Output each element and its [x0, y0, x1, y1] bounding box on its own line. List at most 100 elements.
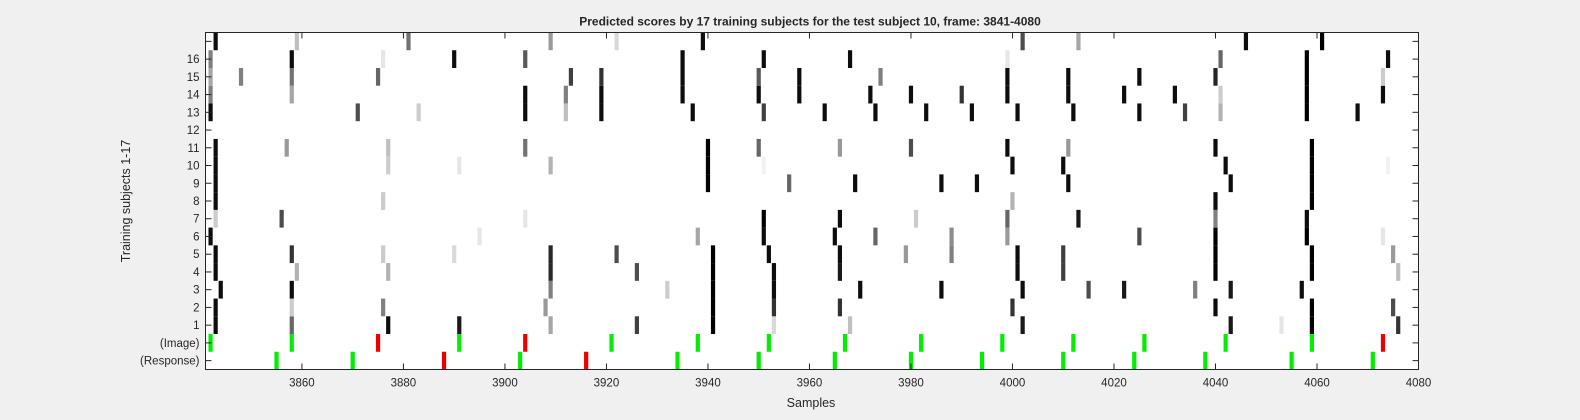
score-cell-subject-15 — [1005, 67, 1010, 86]
y-tick-label: (Response) — [140, 356, 200, 368]
score-cell-subject-15 — [599, 67, 604, 86]
score-cell-subject-13 — [761, 103, 766, 122]
response-marker-nontarget — [584, 351, 589, 370]
score-cell-subject-11 — [837, 138, 843, 157]
score-cell-subject-14 — [1066, 85, 1071, 104]
score-cell-subject-5 — [614, 245, 619, 264]
score-cell-subject-10 — [457, 156, 462, 175]
score-cell-subject-15 — [1137, 67, 1142, 86]
score-cell-subject-13 — [924, 103, 929, 122]
response-marker-target — [675, 351, 680, 370]
score-cell-subject-17 — [294, 32, 299, 51]
score-cell-subject-1 — [548, 316, 553, 335]
score-cell-subject-16 — [1005, 50, 1010, 68]
score-cell-subject-5 — [1309, 245, 1315, 264]
response-marker-nontarget — [441, 351, 447, 370]
y-tick-label: 2 — [193, 302, 199, 314]
score-cell-subject-16 — [523, 50, 528, 68]
score-cell-subject-15 — [1304, 67, 1309, 86]
score-cell-subject-8 — [1309, 192, 1315, 210]
score-cell-subject-1 — [1309, 316, 1315, 335]
y-tick-label: 5 — [193, 249, 199, 261]
score-cell-subject-5 — [1061, 245, 1066, 264]
score-cell-subject-16 — [381, 50, 386, 68]
score-cell-subject-11 — [756, 138, 761, 157]
score-cell-subject-13 — [599, 103, 604, 122]
score-cell-subject-5 — [903, 245, 908, 264]
image-marker-target — [609, 334, 614, 352]
score-cell-subject-9 — [853, 174, 858, 193]
score-cell-subject-1 — [1020, 316, 1025, 335]
score-cell-subject-13 — [1355, 103, 1360, 122]
score-cell-subject-3 — [1122, 280, 1127, 299]
score-cell-subject-17 — [1243, 32, 1249, 51]
score-cell-subject-15 — [1066, 67, 1071, 86]
y-tick-label: 14 — [187, 90, 200, 102]
score-cell-subject-9 — [787, 174, 792, 193]
response-marker-target — [832, 351, 837, 370]
score-cell-subject-1 — [289, 316, 294, 335]
score-cell-subject-17 — [700, 32, 705, 51]
response-marker-target — [518, 351, 523, 370]
score-cell-subject-17 — [1319, 32, 1325, 51]
score-cells — [208, 32, 1401, 335]
response-marker-target — [350, 351, 355, 370]
x-tick-label: 3920 — [594, 378, 620, 390]
score-cell-subject-4 — [1213, 263, 1218, 281]
score-cell-subject-11 — [1005, 138, 1010, 157]
score-cell-subject-13 — [690, 103, 695, 122]
score-cell-subject-3 — [289, 280, 294, 299]
score-cell-subject-2 — [213, 298, 218, 317]
y-tick-label: 1 — [193, 320, 199, 332]
image-marker-nontarget — [523, 334, 528, 352]
score-cell-subject-9 — [1309, 174, 1315, 193]
y-tick-label: 8 — [193, 196, 199, 208]
score-cell-subject-5 — [1213, 245, 1218, 264]
score-cell-subject-4 — [548, 263, 553, 281]
score-cell-subject-1 — [710, 316, 716, 335]
score-cell-subject-2 — [289, 298, 294, 317]
score-cell-subject-16 — [761, 50, 766, 68]
score-cell-subject-5 — [381, 245, 386, 264]
y-tick-label: 3 — [193, 285, 199, 297]
score-cell-subject-10 — [1385, 156, 1391, 175]
score-cell-subject-10 — [386, 156, 391, 175]
score-cell-subject-2 — [543, 298, 548, 317]
x-tick-label: 3860 — [289, 378, 315, 390]
score-cell-subject-17 — [1020, 32, 1025, 51]
y-tick-label: 12 — [187, 125, 200, 137]
score-cell-subject-14 — [1172, 85, 1177, 104]
image-marker-target — [919, 334, 924, 352]
score-cell-subject-11 — [705, 138, 711, 157]
x-axis-label: Samples — [787, 396, 836, 410]
y-tick-label: 10 — [187, 161, 200, 173]
score-cell-subject-5 — [1391, 245, 1396, 264]
score-cell-subject-9 — [1228, 174, 1233, 193]
score-cell-subject-7 — [523, 209, 528, 228]
x-tick-label: 3880 — [391, 378, 417, 390]
score-cell-subject-9 — [974, 174, 980, 193]
image-marker-nontarget — [1380, 334, 1386, 352]
response-marker-target — [1132, 351, 1137, 370]
y-tick-label: 13 — [187, 107, 200, 119]
score-cell-subject-2 — [381, 298, 386, 317]
score-cell-subject-6 — [1137, 227, 1142, 246]
score-cell-subject-9 — [705, 174, 711, 193]
response-marker-target — [756, 351, 761, 370]
score-cell-subject-10 — [705, 156, 711, 175]
score-cell-subject-14 — [797, 85, 802, 104]
x-tick-label: 4020 — [1101, 378, 1127, 390]
y-tick-label: 6 — [193, 231, 199, 243]
response-marker-target — [1370, 351, 1375, 370]
score-cell-subject-3 — [1020, 280, 1025, 299]
score-cell-subject-16 — [1218, 50, 1223, 68]
score-cell-subject-17 — [406, 32, 411, 51]
score-cell-subject-15 — [1213, 67, 1218, 86]
score-cell-subject-3 — [858, 280, 863, 299]
y-tick-label: 16 — [187, 54, 200, 66]
score-cell-subject-15 — [375, 67, 381, 86]
score-cell-subject-4 — [710, 263, 716, 281]
score-cell-subject-13 — [822, 103, 827, 122]
x-axis-ticks: 3860 3880 3900 3920 3940 3960 3980 4000 4020 4040… — [289, 32, 1431, 390]
